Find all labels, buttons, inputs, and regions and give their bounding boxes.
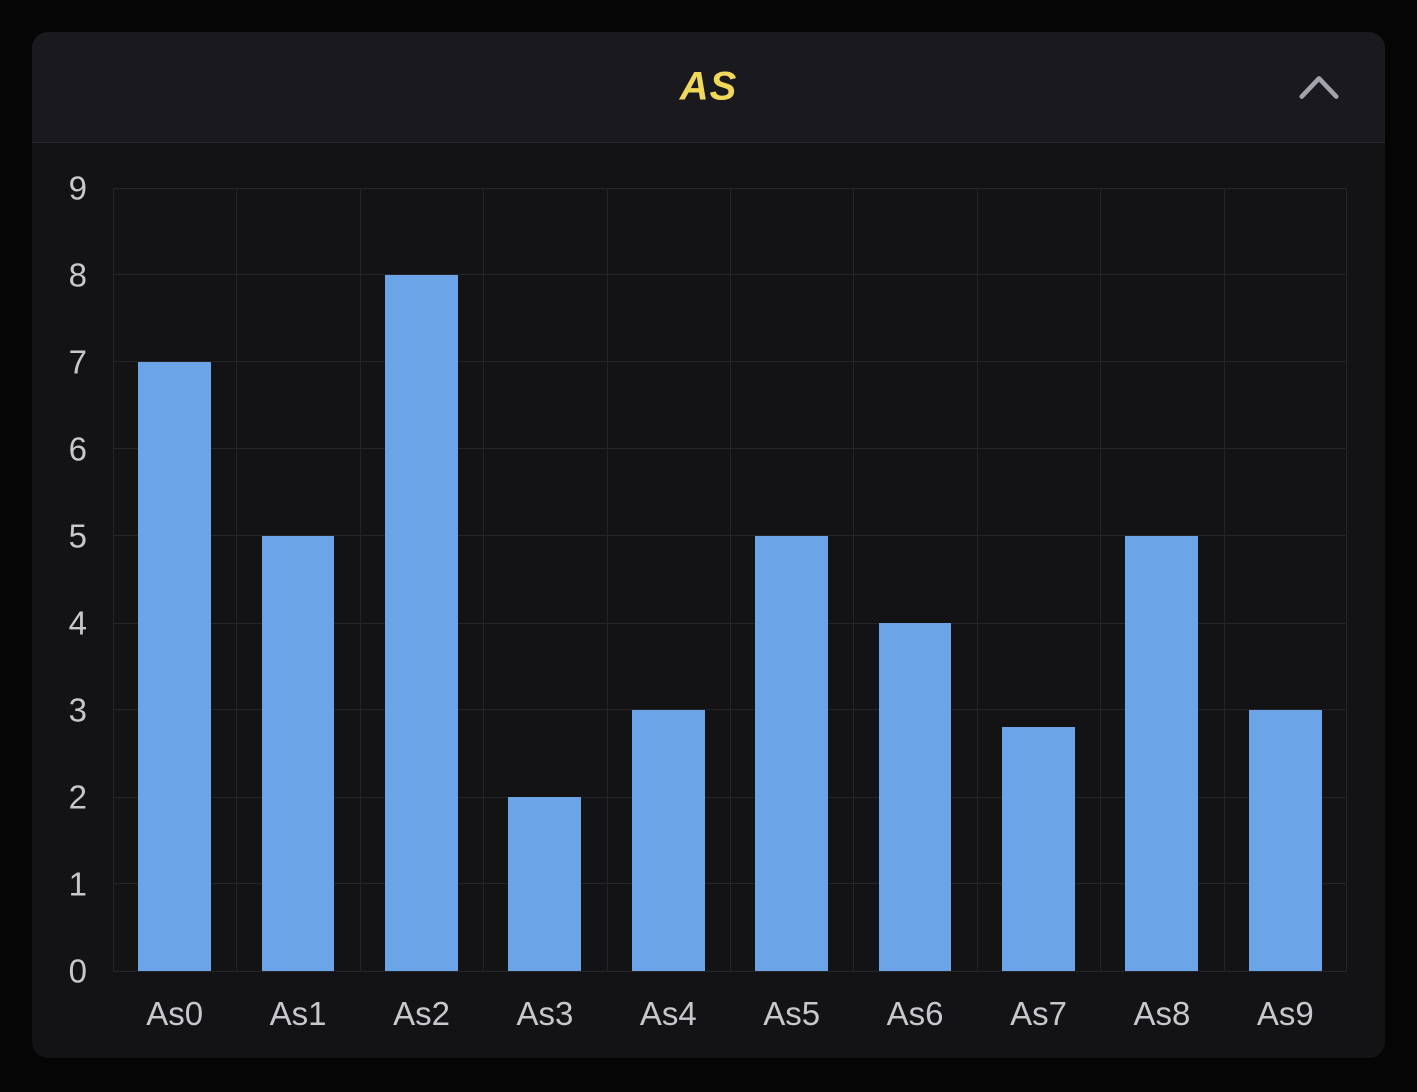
bar-As3 [508, 797, 582, 971]
gridline-vertical [236, 188, 238, 971]
x-tick-label: As6 [886, 995, 944, 1032]
panel-title: AS [679, 64, 738, 109]
panel-header: AS [32, 32, 1385, 143]
y-tick-label: 8 [68, 256, 87, 294]
chevron-up-icon [1299, 76, 1339, 99]
gridline-vertical [113, 188, 114, 971]
gridline-vertical [1223, 188, 1225, 971]
bar-As0 [138, 362, 212, 971]
gridline-vertical [730, 188, 731, 971]
x-tick-label: As1 [269, 995, 327, 1032]
y-axis: 0 1 2 3 4 5 6 7 8 9 [32, 172, 113, 988]
y-tick-label: 6 [68, 430, 87, 468]
y-tick-label: 0 [68, 952, 87, 990]
x-tick-label: As3 [516, 995, 574, 1032]
gridline-horizontal [113, 970, 1347, 972]
bar-As2 [385, 275, 458, 971]
y-tick-label: 5 [68, 517, 87, 555]
bar-As4 [631, 710, 705, 971]
gridline-vertical [483, 188, 485, 971]
x-tick-label: As4 [639, 995, 697, 1032]
bar-As5 [755, 536, 829, 971]
gridline-vertical [359, 188, 361, 971]
y-tick-label: 3 [68, 691, 87, 729]
gridline-vertical [1100, 188, 1102, 971]
x-tick-label: As5 [763, 995, 821, 1032]
gridline-vertical [853, 188, 855, 971]
bar-As9 [1248, 710, 1322, 971]
x-tick-label: As9 [1256, 995, 1314, 1032]
collapse-button[interactable] [1291, 59, 1347, 115]
x-tick-label: As8 [1133, 995, 1191, 1032]
x-tick-label: As0 [146, 995, 204, 1032]
y-tick-label: 9 [68, 169, 87, 207]
gridline-vertical [1346, 188, 1347, 971]
gridline-vertical [606, 188, 608, 971]
bar-As8 [1125, 536, 1199, 971]
y-tick-label: 2 [68, 778, 87, 816]
y-tick-label: 1 [68, 865, 87, 903]
gridline-vertical [976, 188, 978, 971]
bar-As1 [261, 536, 335, 971]
y-tick-label: 7 [68, 343, 87, 381]
x-axis: As0 As1 As2 As3 As4 As5 As6 As7 As8 As9 [113, 971, 1347, 1058]
x-tick-label: As7 [1010, 995, 1067, 1032]
bar-As6 [878, 623, 952, 971]
x-tick-label: As2 [393, 995, 450, 1032]
y-tick-label: 4 [68, 604, 87, 642]
plot-area [113, 187, 1347, 972]
bar-As7 [1002, 727, 1075, 971]
